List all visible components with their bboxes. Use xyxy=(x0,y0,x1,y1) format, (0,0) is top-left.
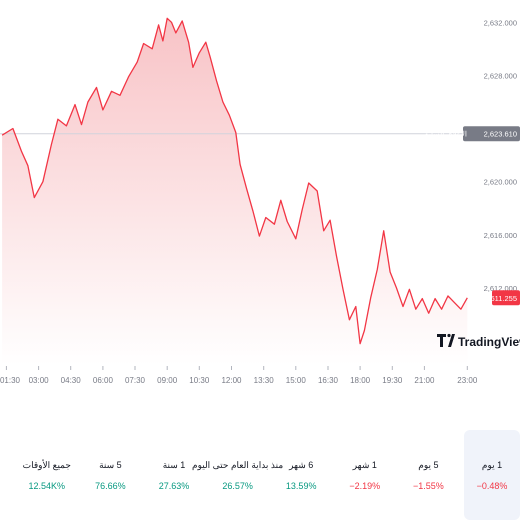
previous-close-tag-bg xyxy=(463,126,520,142)
tradingview-logo-icon xyxy=(437,333,455,347)
last-price-tag-bg xyxy=(492,290,520,306)
performance-period[interactable]: 5 يوم −1.55% xyxy=(400,430,456,520)
x-tick-label: 10:30 xyxy=(189,376,210,385)
x-tick-label: 07:30 xyxy=(125,376,146,385)
x-tick-label: 03:00 xyxy=(29,376,50,385)
y-tick-label: 2,620.000 xyxy=(484,178,517,187)
tradingview-wordmark: TradingView xyxy=(458,335,520,349)
x-tick-label: 21:00 xyxy=(414,376,435,385)
price-chart[interactable]: 2,632.000 2,628.000 2,620.000 2,616.000 2,61… xyxy=(0,0,520,430)
y-tick-label: 2,616.000 xyxy=(484,231,517,240)
x-tick-label: 12:00 xyxy=(221,376,242,385)
price-area-fill xyxy=(2,18,468,366)
x-tick-label: 09:00 xyxy=(157,376,178,385)
performance-period-label: جميع الأوقات xyxy=(22,459,71,470)
x-tick-label: 19:30 xyxy=(382,376,403,385)
performance-period-label: 1 شهر xyxy=(352,459,377,470)
x-tick-label: 06:00 xyxy=(93,376,114,385)
performance-bar: 1 يوم −0.48% 5 يوم −1.55% 1 شهر −2.19% 6 شهر 13… xyxy=(0,430,520,520)
performance-period[interactable]: 6 شهر 13.59% xyxy=(273,430,329,520)
x-tick-label: 23:00 xyxy=(457,376,478,385)
price-line xyxy=(1,17,468,345)
performance-period-value: 26.57% xyxy=(222,480,253,491)
price-axis[interactable]: 2,632.000 2,628.000 2,620.000 2,616.000 2,61… xyxy=(484,18,517,293)
previous-close-value: 2,623.610 xyxy=(484,130,517,139)
x-tick-label: 01:30 xyxy=(0,376,21,385)
performance-period-label: 5 يوم xyxy=(418,459,439,470)
last-price-tag: 2,611.255 xyxy=(484,290,520,306)
performance-period-label: 5 سنة xyxy=(99,459,122,470)
performance-period-label: منذ بداية العام حتى اليوم xyxy=(192,459,284,470)
time-axis[interactable]: 01:30 03:00 04:30 06:00 07:30 09:00 10:30 12:00… xyxy=(0,366,478,385)
performance-period-value: 76.66% xyxy=(95,480,126,491)
performance-period[interactable]: 1 يوم −0.48% xyxy=(464,430,520,520)
performance-period[interactable]: 1 شهر −2.19% xyxy=(337,430,393,520)
performance-period-value: 13.59% xyxy=(285,480,317,491)
x-tick-label: 13:30 xyxy=(254,376,275,385)
x-tick-label: 04:30 xyxy=(61,376,82,385)
performance-period-value: −1.55% xyxy=(413,480,444,491)
y-tick-label: 2,628.000 xyxy=(484,71,517,80)
performance-period[interactable]: 5 سنة 76.66% xyxy=(82,430,138,520)
performance-period-label: 1 سنة xyxy=(162,459,186,470)
y-tick-label: 2,632.000 xyxy=(484,18,517,27)
performance-period[interactable]: 1 سنة 27.63% xyxy=(146,430,202,520)
performance-period-value: −0.48% xyxy=(476,480,508,491)
performance-period-value: 27.63% xyxy=(158,480,190,491)
performance-period[interactable]: منذ بداية العام حتى اليوم 26.57% xyxy=(192,430,283,520)
previous-close-label: الإغلاق السابق xyxy=(423,130,467,139)
x-tick-label: 18:00 xyxy=(350,376,371,385)
performance-period-value: −2.19% xyxy=(349,480,381,491)
y-tick-label: 2,612.000 xyxy=(484,284,517,293)
performance-period[interactable]: جميع الأوقات 12.54K% xyxy=(19,430,75,520)
performance-period-label: 1 يوم xyxy=(481,459,503,470)
performance-period-label: 6 شهر xyxy=(289,459,314,470)
x-tick-label: 15:00 xyxy=(286,376,307,385)
last-price-value: 2,611.255 xyxy=(484,294,517,303)
performance-period-value: 12.54K% xyxy=(28,480,66,491)
x-tick-label: 16:30 xyxy=(318,376,339,385)
tradingview-watermark[interactable]: TradingView xyxy=(437,333,520,349)
plot-area xyxy=(0,17,470,366)
previous-close-tag: الإغلاق السابق 2,623.610 xyxy=(423,126,520,142)
